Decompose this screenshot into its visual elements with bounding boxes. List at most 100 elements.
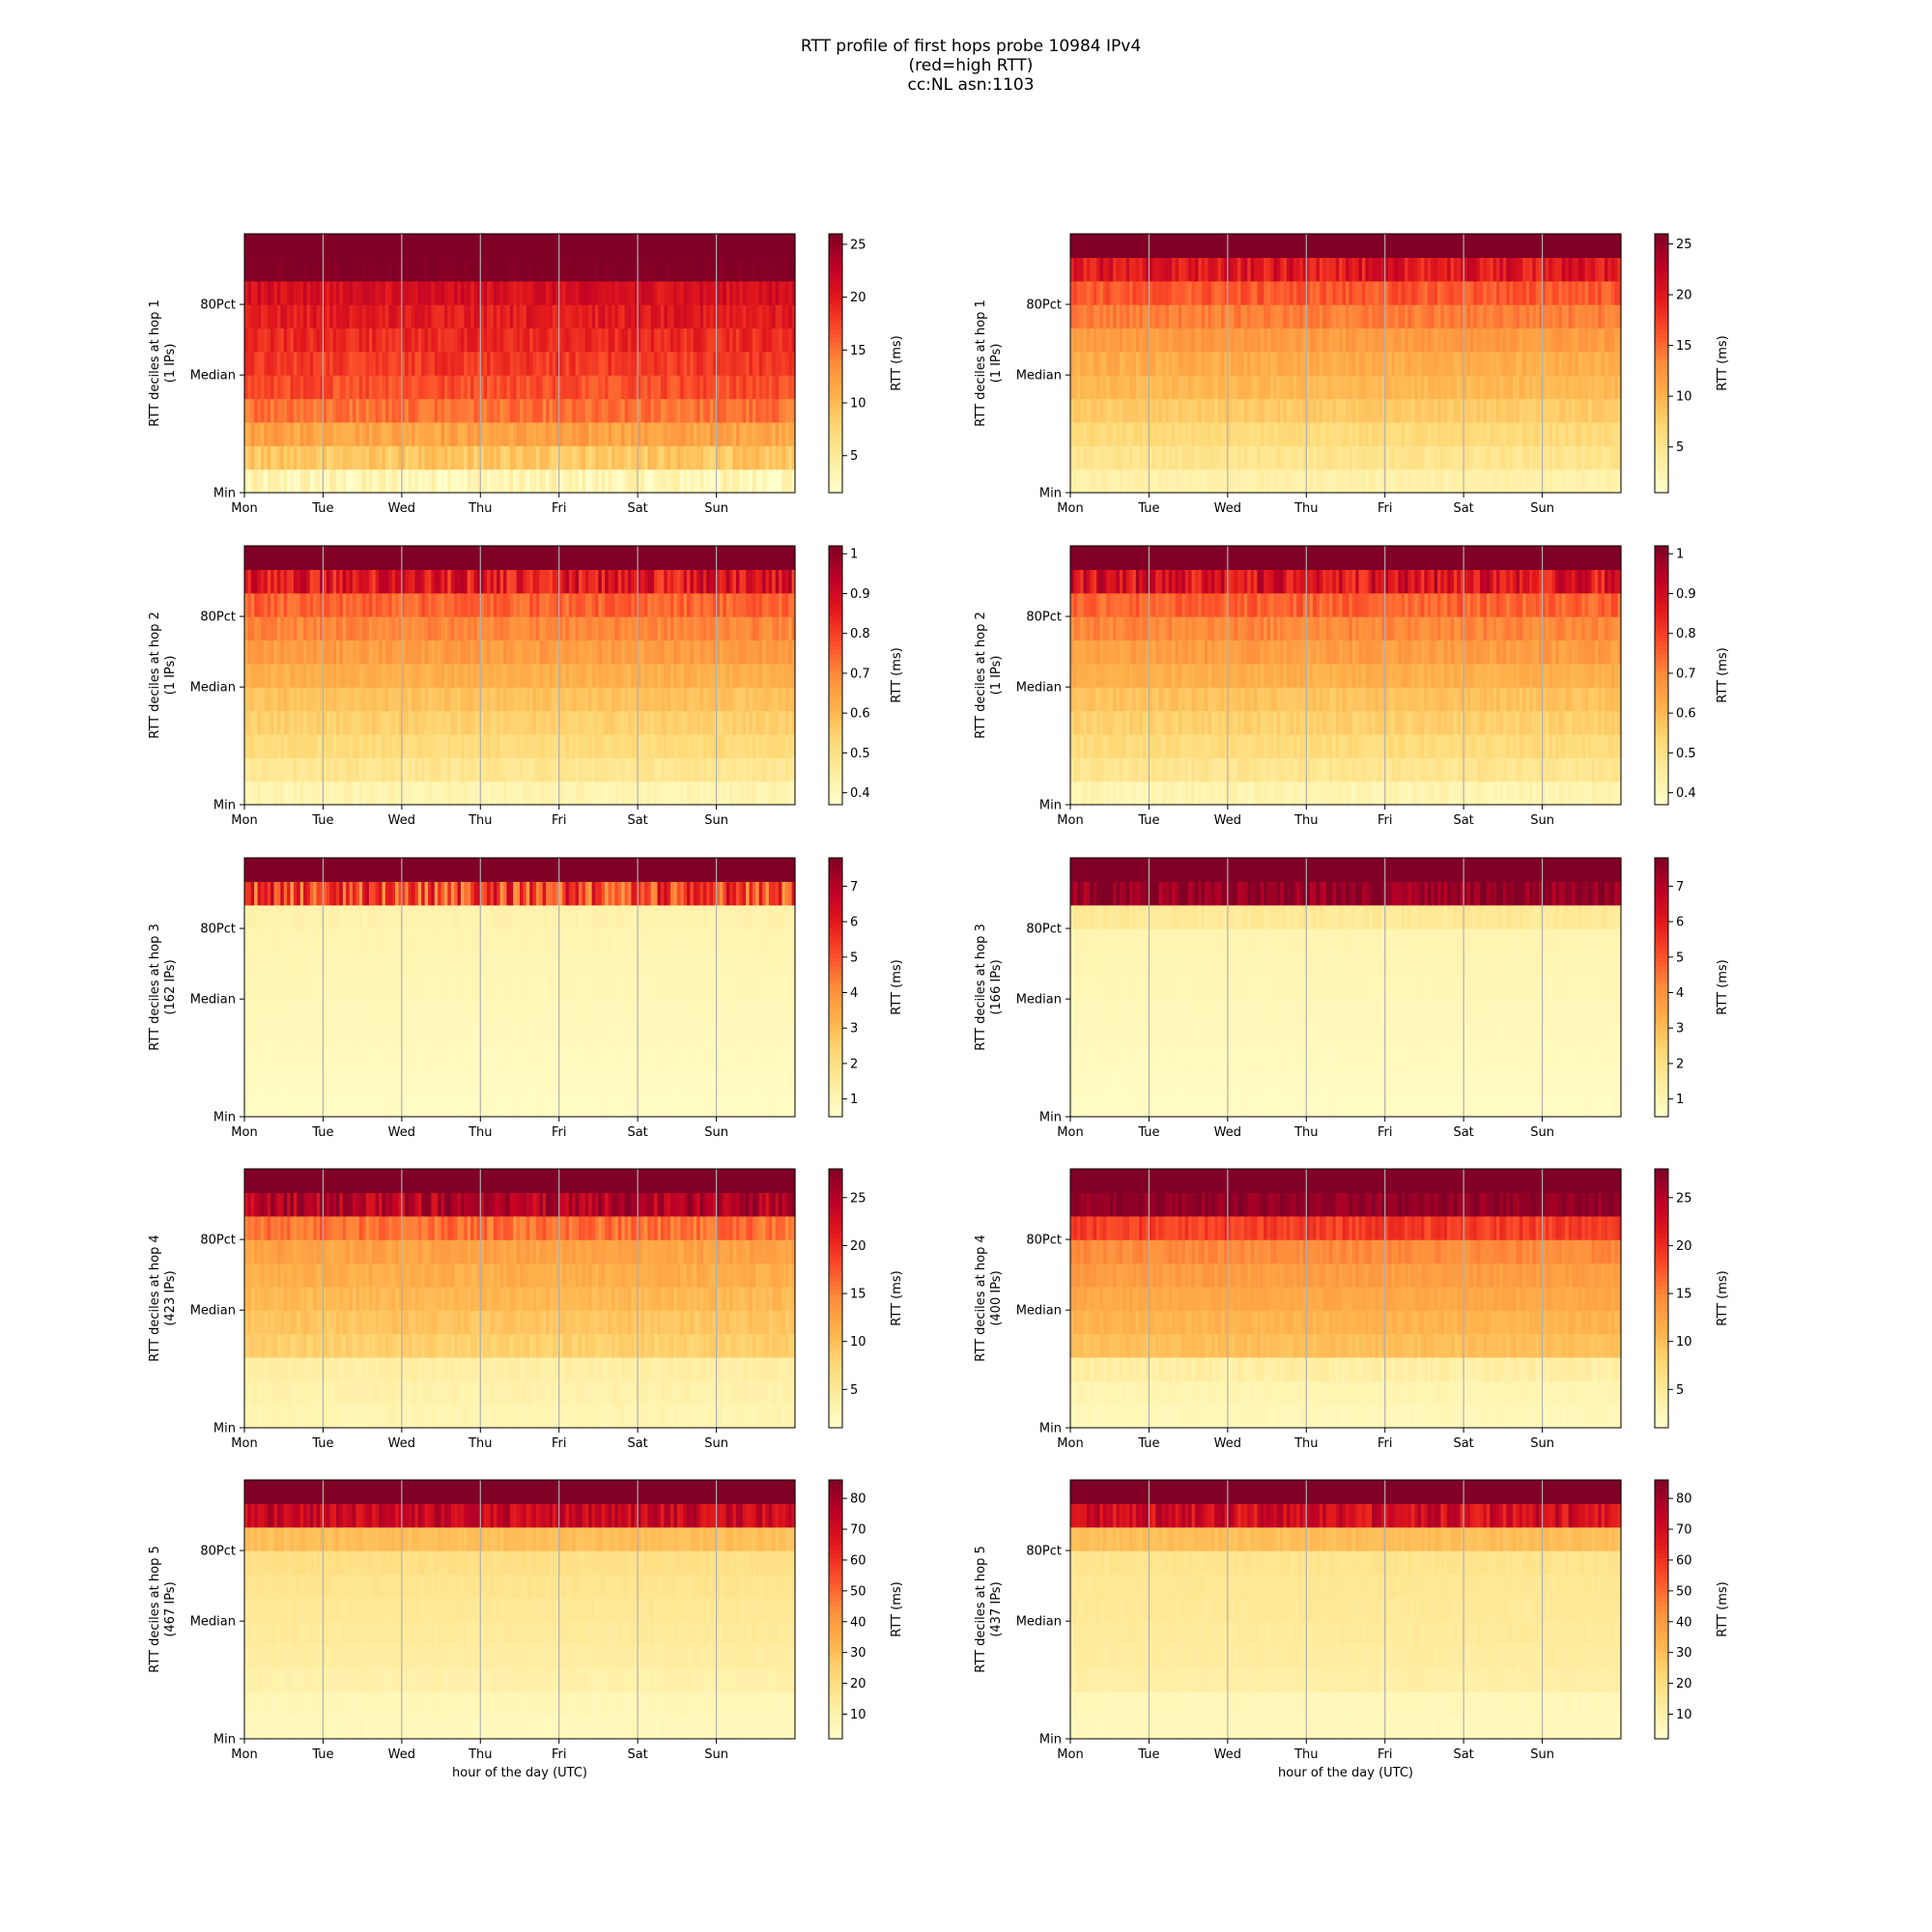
heatmap-cell xyxy=(447,375,452,400)
heatmap-cell xyxy=(379,781,384,806)
heatmap-cell xyxy=(470,687,475,712)
heatmap-cell xyxy=(379,398,384,423)
heatmap-cell xyxy=(1434,280,1438,305)
heatmap-cell xyxy=(1401,445,1406,470)
heatmap-cell xyxy=(523,445,527,470)
heatmap-cell xyxy=(779,351,783,376)
heatmap-cell xyxy=(1401,351,1406,376)
heatmap-cell xyxy=(250,469,255,494)
heatmap-cell xyxy=(309,469,314,494)
heatmap-cell xyxy=(1224,469,1229,494)
heatmap-cell xyxy=(424,733,429,758)
heatmap-cell xyxy=(457,445,462,470)
heatmap-cell xyxy=(520,421,524,446)
heatmap-cell xyxy=(667,710,671,735)
heatmap-cell xyxy=(355,733,360,758)
heatmap-cell xyxy=(1568,304,1573,329)
heatmap-cell xyxy=(1243,351,1248,376)
heatmap-cell xyxy=(273,639,278,665)
heatmap-cell xyxy=(739,304,744,329)
heatmap-cell xyxy=(591,257,596,282)
heatmap-cell xyxy=(1280,375,1285,400)
heatmap-cell xyxy=(1466,234,1471,258)
heatmap-cell xyxy=(280,781,285,806)
heatmap-cell xyxy=(1227,375,1232,400)
heatmap-cell xyxy=(690,445,695,470)
heatmap-cell xyxy=(1492,280,1497,305)
heatmap-cell xyxy=(372,280,377,305)
heatmap-cell xyxy=(264,351,269,376)
heatmap-cell xyxy=(1302,351,1307,376)
heatmap-cell xyxy=(621,733,626,758)
heatmap-cell xyxy=(336,280,340,305)
heatmap-cell xyxy=(791,445,796,470)
heatmap-cell xyxy=(1610,280,1615,305)
heatmap-cell xyxy=(1509,280,1514,305)
heatmap-cell xyxy=(1548,375,1553,400)
heatmap-cell xyxy=(784,421,789,446)
heatmap-cell xyxy=(657,398,662,423)
heatmap-cell xyxy=(1394,234,1399,258)
heatmap-cell xyxy=(339,351,344,376)
heatmap-cell xyxy=(588,280,593,305)
y-axis-label: RTT deciles at hop 1 xyxy=(974,299,988,426)
heatmap-cell xyxy=(1519,469,1523,494)
colorbar-segment xyxy=(829,363,842,369)
heatmap-cell xyxy=(713,781,718,806)
heatmap-cell xyxy=(1394,351,1399,376)
heatmap-cell xyxy=(372,351,377,376)
heatmap-cell xyxy=(1398,257,1403,282)
heatmap-cell xyxy=(1584,304,1589,329)
heatmap-cell xyxy=(1342,445,1347,470)
heatmap-cell xyxy=(460,327,465,353)
heatmap-cell xyxy=(332,375,337,400)
heatmap-cell xyxy=(447,280,452,305)
heatmap-cell xyxy=(503,327,508,353)
heatmap-cell xyxy=(412,687,416,712)
colorbar-segment xyxy=(829,328,842,334)
heatmap-cell xyxy=(1132,421,1137,446)
heatmap-cell xyxy=(1276,421,1281,446)
heatmap-cell xyxy=(611,280,615,305)
heatmap-cell xyxy=(276,351,281,376)
heatmap-cell xyxy=(342,781,347,806)
heatmap-cell xyxy=(440,757,445,782)
heatmap-cell xyxy=(565,687,570,712)
heatmap-cell xyxy=(664,445,668,470)
heatmap-cell xyxy=(687,469,692,494)
heatmap-cell xyxy=(735,351,740,376)
heatmap-cell xyxy=(1339,469,1344,494)
heatmap-cell xyxy=(638,710,642,735)
heatmap-cell xyxy=(1594,351,1599,376)
heatmap-cell xyxy=(1162,351,1166,376)
heatmap-cell xyxy=(1457,445,1462,470)
heatmap-cell xyxy=(1313,234,1318,258)
heatmap-cell xyxy=(1306,469,1311,494)
heatmap-cell xyxy=(490,234,495,258)
heatmap-cell xyxy=(1322,234,1327,258)
colorbar-segment xyxy=(1655,281,1668,287)
heatmap-cell xyxy=(499,757,504,782)
heatmap-cell xyxy=(775,327,780,353)
heatmap-cell xyxy=(355,351,360,376)
heatmap-cell xyxy=(532,375,537,400)
heatmap-cell xyxy=(342,469,347,494)
heatmap-cell xyxy=(788,327,793,353)
heatmap-cell xyxy=(362,375,367,400)
heatmap-cell xyxy=(447,351,452,376)
heatmap-cell xyxy=(1194,375,1199,400)
heatmap-cell xyxy=(693,710,697,735)
heatmap-cell xyxy=(398,327,403,353)
heatmap-cell xyxy=(270,687,275,712)
heatmap-cell xyxy=(1561,280,1566,305)
heatmap-cell xyxy=(434,710,439,735)
heatmap-cell xyxy=(575,445,580,470)
heatmap-cell xyxy=(379,421,384,446)
heatmap-cell xyxy=(267,687,271,712)
heatmap-cell xyxy=(460,733,465,758)
heatmap-cell xyxy=(503,663,508,688)
heatmap-cell xyxy=(454,639,459,665)
heatmap-cell xyxy=(1234,398,1238,423)
heatmap-cell xyxy=(1188,257,1193,282)
heatmap-cell xyxy=(584,757,589,782)
